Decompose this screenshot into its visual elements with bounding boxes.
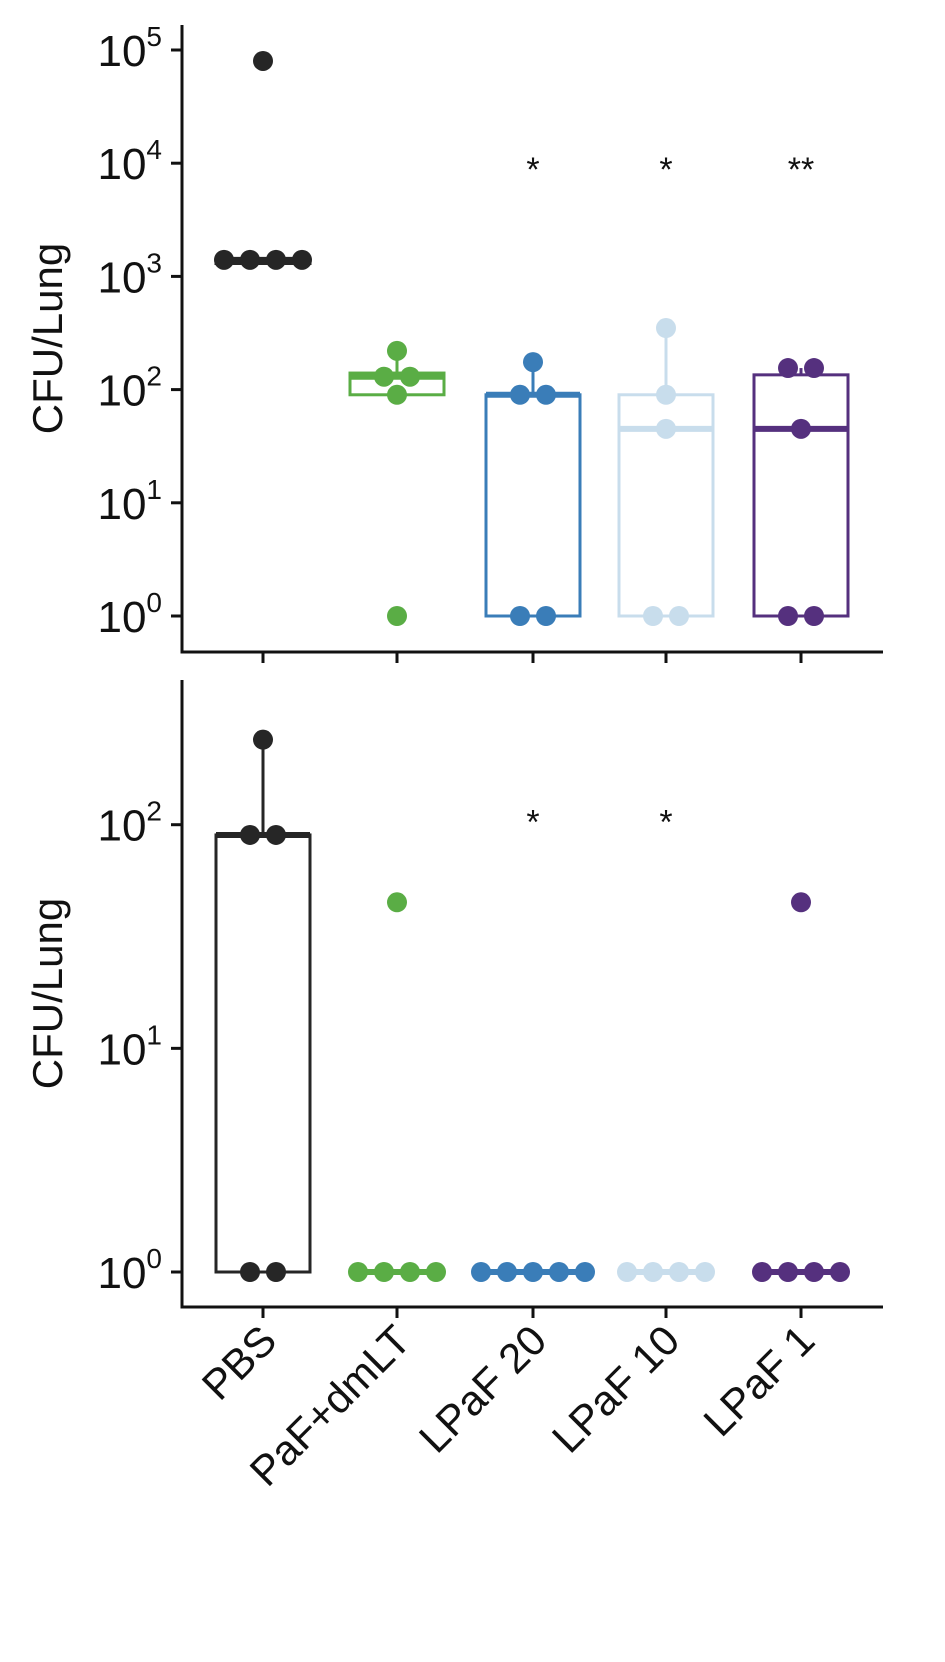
point-top-0-3 — [266, 250, 286, 270]
point-bottom-2-3 — [549, 1262, 569, 1282]
significance-top-0: * — [526, 151, 539, 189]
x-tick-label-4: LPaF 1 — [694, 1316, 823, 1445]
point-top-1-0 — [387, 341, 407, 361]
point-bottom-0-2 — [266, 825, 286, 845]
point-bottom-3-2 — [669, 1262, 689, 1282]
point-top-1-2 — [400, 367, 420, 387]
point-bottom-0-3 — [240, 1262, 260, 1282]
y-axis-label-top: CFU/Lung — [24, 243, 71, 434]
significance-top-2: ** — [788, 151, 814, 189]
x-tick-label-2: LPaF 20 — [410, 1316, 556, 1462]
point-top-0-2 — [240, 250, 260, 270]
point-bottom-0-0 — [253, 730, 273, 750]
point-bottom-2-4 — [575, 1262, 595, 1282]
point-top-1-3 — [387, 385, 407, 405]
x-tick-label-0: PBS — [193, 1316, 286, 1409]
box-top-2 — [486, 395, 580, 616]
point-top-1-4 — [387, 606, 407, 626]
point-top-0-4 — [292, 250, 312, 270]
y-tick-label-top-3: 103 — [97, 247, 162, 302]
significance-bottom-0: * — [526, 803, 539, 841]
point-top-2-1 — [510, 385, 530, 405]
point-top-0-0 — [253, 51, 273, 71]
point-bottom-2-1 — [497, 1262, 517, 1282]
x-tick-label-3: LPaF 10 — [543, 1316, 689, 1462]
point-bottom-4-0 — [791, 892, 811, 912]
point-top-3-2 — [656, 419, 676, 439]
significance-top-1: * — [659, 151, 672, 189]
point-top-1-1 — [374, 367, 394, 387]
point-bottom-4-4 — [830, 1262, 850, 1282]
point-bottom-4-3 — [804, 1262, 824, 1282]
point-bottom-1-0 — [387, 892, 407, 912]
point-top-3-4 — [669, 606, 689, 626]
point-top-3-3 — [643, 606, 663, 626]
point-bottom-4-1 — [752, 1262, 772, 1282]
point-bottom-2-2 — [523, 1262, 543, 1282]
point-bottom-1-2 — [374, 1262, 394, 1282]
point-bottom-2-0 — [471, 1262, 491, 1282]
box-top-4 — [754, 375, 848, 616]
y-tick-label-top-0: 100 — [97, 587, 162, 642]
y-tick-label-top-1: 101 — [97, 474, 162, 529]
point-bottom-1-1 — [348, 1262, 368, 1282]
point-top-2-3 — [510, 606, 530, 626]
y-tick-label-top-5: 105 — [97, 21, 162, 76]
point-top-4-1 — [804, 358, 824, 378]
significance-bottom-1: * — [659, 803, 672, 841]
point-bottom-3-0 — [617, 1262, 637, 1282]
point-top-4-0 — [778, 358, 798, 378]
box-bottom-0 — [216, 835, 310, 1272]
point-top-2-0 — [523, 352, 543, 372]
y-axis-label-bottom: CFU/Lung — [24, 898, 71, 1089]
point-top-3-0 — [656, 318, 676, 338]
point-bottom-0-1 — [240, 825, 260, 845]
point-bottom-3-3 — [695, 1262, 715, 1282]
point-top-3-1 — [656, 385, 676, 405]
point-top-4-3 — [778, 606, 798, 626]
y-tick-label-top-4: 104 — [97, 134, 162, 189]
point-top-0-1 — [214, 250, 234, 270]
point-top-2-4 — [536, 606, 556, 626]
point-bottom-0-4 — [266, 1262, 286, 1282]
point-top-4-4 — [804, 606, 824, 626]
point-bottom-4-2 — [778, 1262, 798, 1282]
y-tick-label-bottom-0: 100 — [97, 1243, 162, 1298]
point-bottom-3-1 — [643, 1262, 663, 1282]
y-tick-label-top-2: 102 — [97, 361, 162, 416]
point-bottom-1-4 — [426, 1262, 446, 1282]
point-top-2-2 — [536, 385, 556, 405]
y-tick-label-bottom-2: 102 — [97, 796, 162, 851]
point-top-4-2 — [791, 419, 811, 439]
point-bottom-1-3 — [400, 1262, 420, 1282]
y-tick-label-bottom-1: 101 — [97, 1019, 162, 1074]
